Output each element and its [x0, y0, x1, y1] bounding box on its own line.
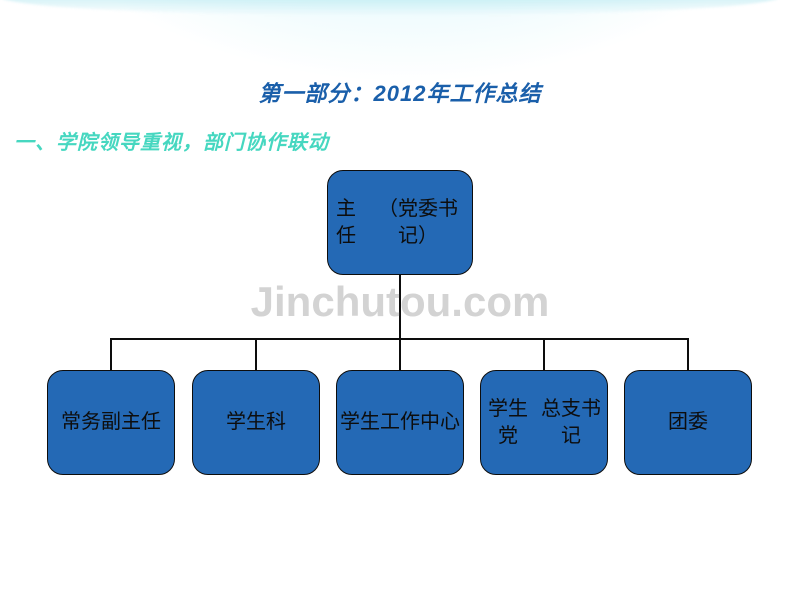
- org-node-child-3: 学生工作中心: [336, 370, 464, 475]
- org-connector-drop-3: [399, 338, 401, 370]
- slide-subtitle: 一、学院领导重视，部门协作联动: [14, 126, 329, 155]
- org-connector-trunk: [399, 275, 401, 340]
- org-connector-drop-4: [543, 338, 545, 370]
- org-node-child-2: 学生科: [192, 370, 320, 475]
- org-node-child-5: 团委: [624, 370, 752, 475]
- slide-title: 第一部分：2012年工作总结: [0, 76, 800, 108]
- org-node-root: 主任（党委书记）: [327, 170, 473, 275]
- org-node-child-1: 常务副主任: [47, 370, 175, 475]
- org-connector-drop-1: [110, 338, 112, 370]
- org-connector-drop-2: [255, 338, 257, 370]
- org-connector-drop-5: [687, 338, 689, 370]
- background-flare: [0, 0, 800, 140]
- org-chart: 主任（党委书记） 常务副主任学生科学生工作中心学生党总支书记团委: [0, 170, 800, 540]
- slide: 第一部分：2012年工作总结 一、学院领导重视，部门协作联动 主任（党委书记） 常…: [0, 0, 800, 600]
- org-node-child-4: 学生党总支书记: [480, 370, 608, 475]
